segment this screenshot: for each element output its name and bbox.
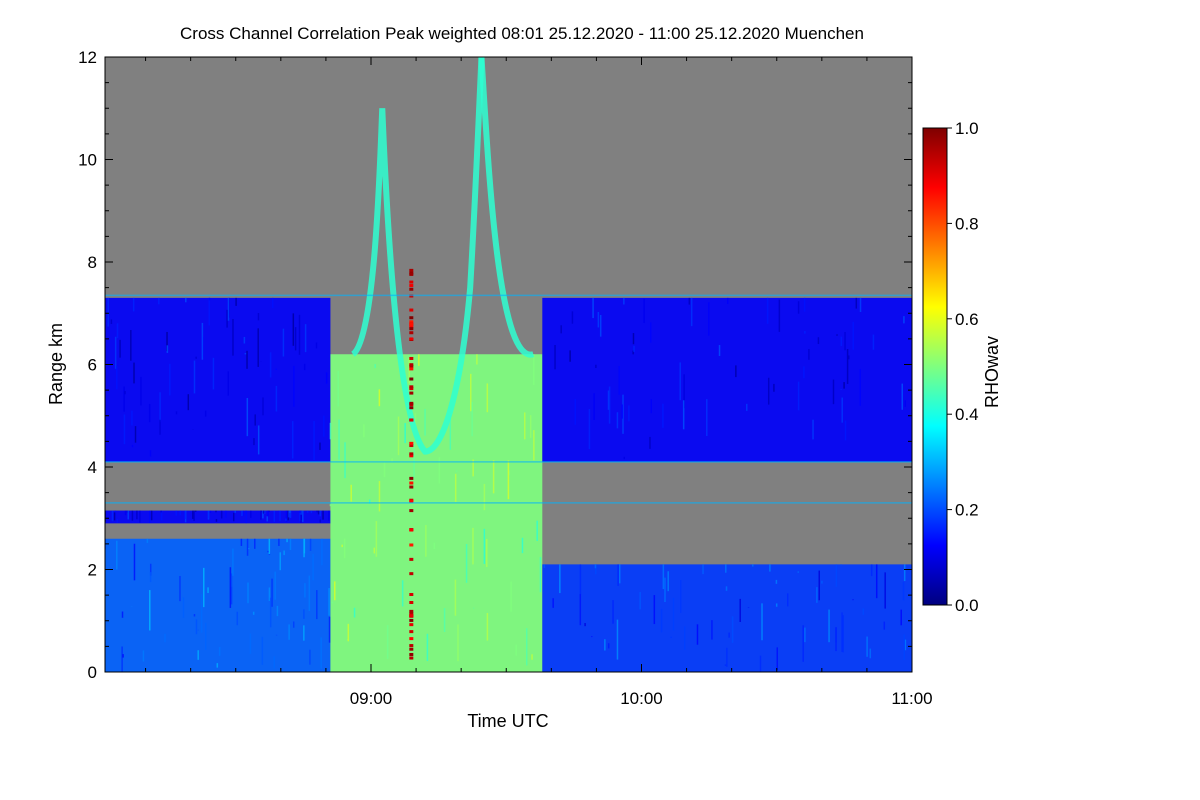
signal-dot [409, 452, 414, 456]
signal-dot [409, 509, 414, 513]
y-tick-label: 10 [78, 151, 97, 170]
x-tick-label: 09:00 [350, 689, 393, 708]
signal-dot [409, 280, 414, 284]
signal-dot [409, 391, 414, 395]
signal-dot [409, 528, 414, 532]
signal-dot [409, 609, 414, 613]
colorbar-tick-label: 0.2 [955, 501, 979, 520]
signal-dot [409, 331, 414, 335]
signal-dot [409, 364, 414, 368]
data-region-6 [542, 297, 912, 462]
y-tick-label: 0 [88, 663, 97, 682]
signal-dot [409, 323, 414, 327]
signal-dot [409, 401, 414, 405]
colorbar-tick-label: 0.4 [955, 405, 979, 424]
signal-dot [409, 656, 414, 660]
signal-dot [409, 572, 414, 576]
signal-dot [409, 557, 414, 561]
y-tick-label: 2 [88, 561, 97, 580]
data-region-4 [330, 354, 543, 672]
colorbar-gradient [922, 127, 948, 606]
colorbar-tick-label: 0.6 [955, 310, 979, 329]
signal-dot [409, 543, 414, 547]
colorbar: 0.0 0.2 0.4 0.6 0.8 1.0 RHOwav [922, 119, 1002, 615]
signal-dot [409, 268, 414, 272]
signal-dot [409, 377, 414, 381]
data-region-1 [105, 538, 331, 672]
signal-arch-left [350, 57, 485, 455]
signal-dot [409, 644, 414, 648]
y-tick-label: 6 [88, 356, 97, 375]
signal-dot [409, 600, 414, 604]
signal-dot [409, 325, 414, 329]
signal-dot [409, 316, 414, 320]
signal-dot [409, 385, 414, 389]
y-tick-label: 12 [78, 48, 97, 67]
y-tick-label: 4 [88, 458, 97, 477]
signal-dot [409, 618, 414, 622]
signal-arch-right [478, 57, 535, 358]
signal-dot [409, 652, 414, 656]
signal-dot [409, 418, 414, 422]
signal-dot [409, 441, 414, 445]
signal-dot [409, 308, 414, 312]
colorbar-label: RHOwav [982, 336, 1002, 408]
signal-dot [409, 612, 414, 616]
data-region-3 [105, 297, 331, 462]
signal-dot [409, 593, 414, 597]
colorbar-tick-label: 0.0 [955, 596, 979, 615]
signal-dot [409, 637, 414, 641]
y-axis-label: Range km [46, 323, 66, 405]
signal-dot [409, 337, 414, 341]
signal-dot [409, 476, 414, 480]
signal-dot [409, 481, 414, 485]
signal-dot [409, 356, 414, 360]
y-tick-label: 8 [88, 253, 97, 272]
signal-dot [409, 363, 414, 367]
signal-dot [409, 623, 414, 627]
plot-area: 09:00 10:00 11:00 0 2 4 6 8 10 12 [78, 48, 933, 708]
data-region-2 [105, 510, 331, 524]
signal-dot [409, 485, 414, 489]
signal-dot [409, 284, 414, 288]
signal-dot [409, 320, 414, 324]
x-tick-label: 11:00 [891, 689, 932, 708]
signal-dot [409, 406, 414, 410]
signal-dot [409, 454, 414, 458]
signal-dot [409, 630, 414, 634]
signal-dot [409, 367, 414, 371]
chart-title: Cross Channel Correlation Peak weighted … [180, 24, 864, 43]
signal-dot [409, 614, 414, 618]
signal-dot [409, 444, 414, 448]
signal-dot [409, 327, 414, 331]
x-axis-label: Time UTC [467, 711, 548, 731]
colorbar-tick-label: 1.0 [955, 119, 979, 138]
signal-dot [409, 387, 414, 391]
signal-dot [409, 647, 414, 651]
signal-dot [409, 287, 414, 291]
colorbar-tick-label: 0.8 [955, 214, 979, 233]
signal-dot [409, 272, 414, 276]
signal-dot [409, 499, 414, 503]
x-tick-label: 10:00 [620, 689, 663, 708]
